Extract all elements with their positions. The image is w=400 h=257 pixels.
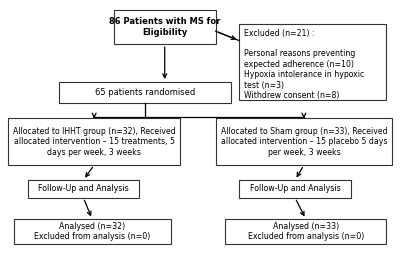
Text: Analysed (n=33)
Excluded from analysis (n=0): Analysed (n=33) Excluded from analysis (… xyxy=(248,222,364,242)
Text: Allocated to Sham group (n=33), Received
allocated intervention – 15 placebo 5 d: Allocated to Sham group (n=33), Received… xyxy=(220,127,387,157)
FancyBboxPatch shape xyxy=(14,219,171,244)
FancyBboxPatch shape xyxy=(28,180,139,198)
Text: Follow-Up and Analysis: Follow-Up and Analysis xyxy=(250,185,340,194)
Text: 86 Patients with MS for
Eligibility: 86 Patients with MS for Eligibility xyxy=(109,17,220,37)
FancyBboxPatch shape xyxy=(226,219,386,244)
FancyBboxPatch shape xyxy=(239,180,351,198)
Text: 65 patients randomised: 65 patients randomised xyxy=(95,88,195,97)
FancyBboxPatch shape xyxy=(216,118,392,165)
FancyBboxPatch shape xyxy=(114,10,216,44)
FancyBboxPatch shape xyxy=(59,82,231,103)
Text: Excluded (n=21) :

Personal reasons preventing
expected adherence (n=10)
Hypoxia: Excluded (n=21) : Personal reasons preve… xyxy=(244,29,364,100)
Text: Allocated to IHHT group (n=32), Received
allocated intervention – 15 treatments,: Allocated to IHHT group (n=32), Received… xyxy=(13,127,176,157)
FancyBboxPatch shape xyxy=(8,118,180,165)
Text: Follow-Up and Analysis: Follow-Up and Analysis xyxy=(38,185,129,194)
Text: Analysed (n=32)
Excluded from analysis (n=0): Analysed (n=32) Excluded from analysis (… xyxy=(34,222,150,242)
FancyBboxPatch shape xyxy=(239,24,386,99)
